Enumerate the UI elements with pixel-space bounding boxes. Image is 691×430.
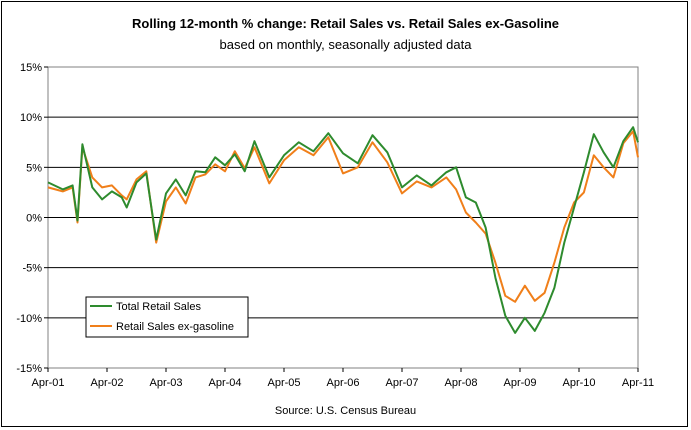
- x-tick-label: Apr-07: [385, 377, 418, 389]
- y-tick-label: 10%: [20, 112, 42, 124]
- x-tick-label: Apr-06: [326, 377, 359, 389]
- y-tick-label: 15%: [20, 62, 42, 74]
- x-tick-label: Apr-04: [208, 377, 241, 389]
- y-tick-label: -10%: [16, 313, 42, 325]
- series-lines: [47, 126, 639, 334]
- x-axis-labels: Apr-01 Apr-02 Apr-03 Apr-04 Apr-05 Apr-06 Apr-…: [31, 368, 654, 389]
- legend-label-total-retail-sales: Total Retail Sales: [116, 301, 201, 313]
- y-tick-label: 0%: [26, 213, 42, 225]
- chart-title: Rolling 12-month % change: Retail Sales …: [132, 16, 559, 31]
- series-line-retail-sales-ex-gasoline: [47, 130, 639, 303]
- chart-subtitle: based on monthly, seasonally adjusted da…: [219, 37, 472, 52]
- x-tick-label: Apr-01: [31, 377, 64, 389]
- x-tick-label: Apr-05: [267, 377, 300, 389]
- y-axis-labels: 15% 10% 5% 0% -5% -10% -15%: [16, 62, 42, 375]
- legend-label-retail-sales-ex-gasoline: Retail Sales ex-gasoline: [116, 321, 234, 333]
- y-tick-label: -5%: [22, 263, 42, 275]
- x-tick-label: Apr-10: [562, 377, 595, 389]
- series-line-total-retail-sales: [47, 126, 639, 334]
- chart-source: Source: U.S. Census Bureau: [274, 405, 417, 417]
- x-tick-label: Apr-08: [444, 377, 477, 389]
- x-tick-label: Apr-03: [149, 377, 182, 389]
- x-tick-label: Apr-09: [503, 377, 536, 389]
- legend-box: [85, 296, 249, 338]
- x-tick-label: Apr-11: [622, 377, 654, 389]
- legend: Total Retail Sales Retail Sales ex-gasol…: [85, 296, 249, 338]
- y-tick-label: 5%: [26, 162, 42, 174]
- x-tick-label: Apr-02: [90, 377, 123, 389]
- y-tick-label: -15%: [16, 363, 42, 375]
